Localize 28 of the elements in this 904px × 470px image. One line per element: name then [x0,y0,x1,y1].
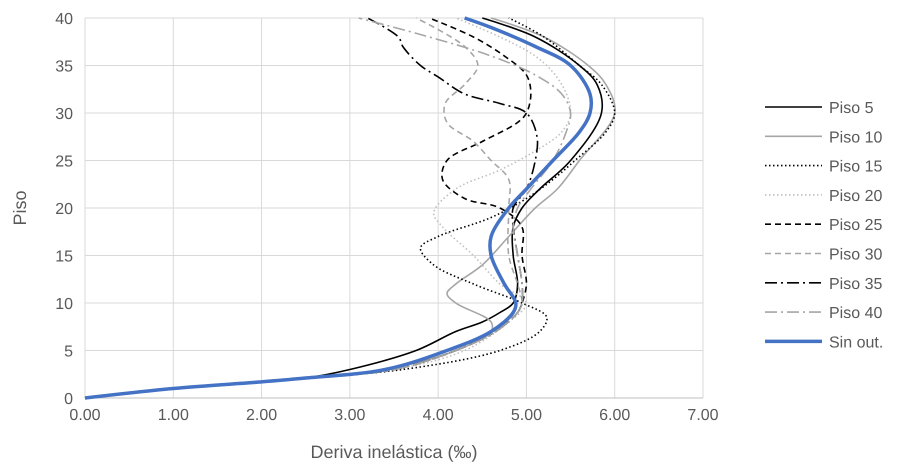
x-tick-label: 3.00 [334,407,366,424]
y-tick-label: 20 [55,201,74,218]
y-axis-title: Piso [10,190,30,226]
x-axis-title: Deriva inelástica (‰) [310,442,478,462]
legend-label: Piso 35 [829,276,882,293]
legend-label: Piso 30 [829,246,882,264]
legend-label: Piso 5 [829,100,874,117]
x-tick-label: 2.00 [246,407,278,424]
legend-label: Piso 10 [829,129,882,146]
legend-label: Piso 15 [829,158,882,176]
x-tick-label: 1.00 [158,407,189,424]
legend-label: Piso 40 [829,305,882,322]
y-tick-label: 10 [55,296,74,313]
y-tick-label: 35 [55,58,74,76]
legend-label: Sin out. [829,334,884,352]
x-tick-label: 5.00 [510,407,542,424]
x-tick-label: 7.00 [687,407,719,424]
y-tick-label: 25 [55,154,74,170]
y-tick-label: 5 [64,344,74,360]
x-tick-label: 4.00 [422,407,454,424]
y-tick-label: 15 [55,248,74,266]
legend-label: Piso 20 [829,188,882,205]
y-tick-label: 40 [55,11,74,28]
legend-label: Piso 25 [829,217,882,234]
y-tick-label: 0 [64,391,74,408]
x-tick-label: 6.00 [599,407,630,424]
x-tick-label: 0.00 [69,407,101,424]
y-tick-label: 30 [55,106,74,123]
